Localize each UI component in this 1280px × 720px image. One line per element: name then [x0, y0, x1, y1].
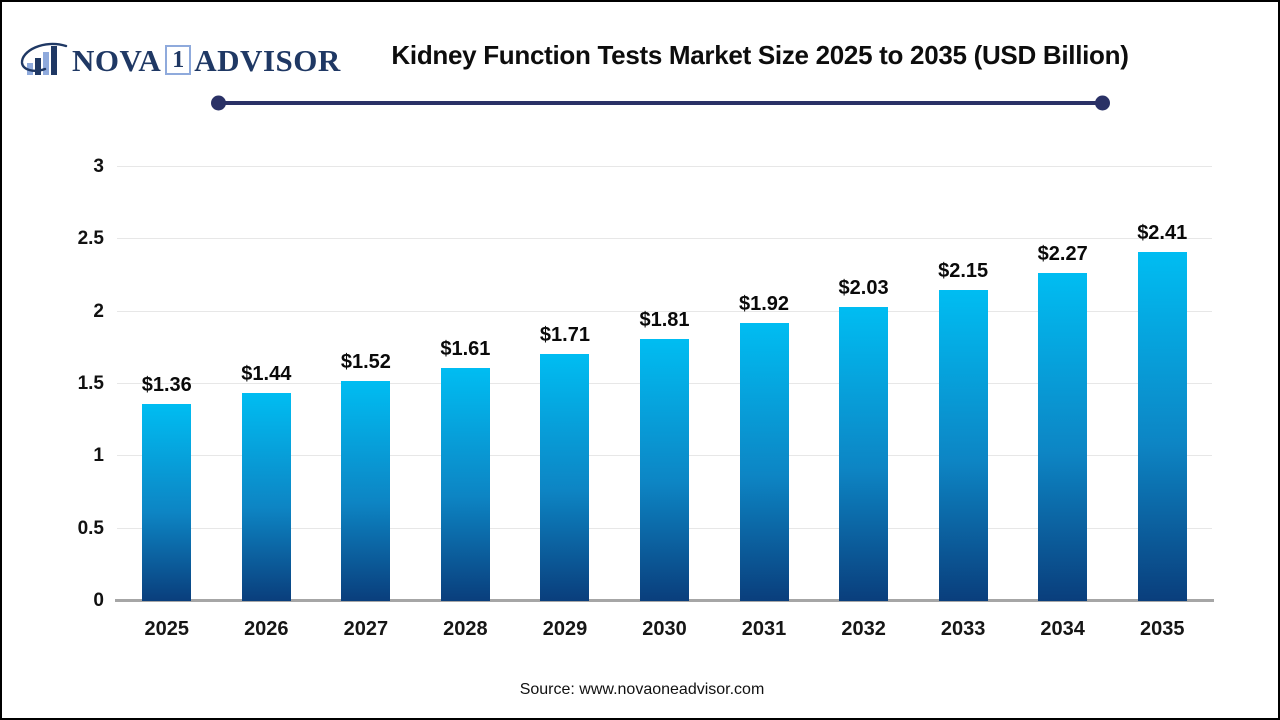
x-tick-label: 2033	[940, 618, 986, 640]
y-axis-labels: 0 0.5 1 1.5 2 2.5 3	[32, 157, 104, 611]
divider-right-dot	[1095, 95, 1110, 111]
bar-2034	[1038, 272, 1088, 601]
title-divider-line	[211, 95, 1110, 111]
bar-value-label: $2.41	[1137, 222, 1188, 245]
logo-text-advisor: ADVISOR	[194, 42, 341, 78]
bar-value-label: $2.03	[838, 277, 889, 300]
x-tick-label: 2035	[1139, 618, 1185, 640]
bar-value-label: $1.52	[340, 351, 391, 374]
bar-value-label: $1.92	[739, 293, 790, 316]
y-tick-label: 3	[93, 156, 104, 177]
y-tick-label: 0	[93, 590, 104, 611]
bar-value-label: $1.61	[440, 338, 491, 361]
bar-2033	[938, 289, 988, 601]
x-tick-label: 2025	[144, 618, 190, 640]
y-tick-label: 2	[93, 300, 104, 322]
chart-title: Kidney Function Tests Market Size 2025 t…	[391, 40, 1129, 70]
gridline	[117, 310, 1212, 312]
y-tick-label: 0.5	[77, 517, 104, 539]
x-tick-label: 2034	[1040, 618, 1085, 640]
bar-chart-swoosh-icon	[20, 42, 68, 75]
logo-text-nova: NOVA	[72, 42, 162, 78]
bar-2027	[341, 381, 391, 601]
bar-value-label: $2.27	[1037, 242, 1088, 265]
bar-value-label: $2.15	[938, 259, 989, 282]
bar-2030	[640, 339, 689, 601]
y-tick-label: 1.5	[77, 373, 104, 394]
bar-value-label: $1.71	[539, 323, 590, 346]
bar-2029	[540, 353, 590, 601]
y-tick-label: 1	[93, 445, 104, 467]
bar-2026	[241, 392, 291, 601]
bar-2032	[839, 307, 889, 601]
bar-value-label: $1.36	[141, 374, 192, 397]
x-tick-label: 2030	[642, 618, 687, 640]
bar-value-label: $1.44	[241, 362, 292, 385]
bar-2025	[142, 404, 192, 601]
bar-2031	[739, 323, 789, 601]
x-tick-label: 2029	[542, 618, 588, 640]
y-tick-label: 2.5	[77, 228, 104, 250]
nova-one-advisor-logo: NOVA 1 ADVISOR	[20, 36, 341, 84]
logo-one-badge: 1	[165, 45, 192, 75]
bar-2035	[1137, 252, 1187, 601]
source-note: Source: www.novaoneadvisor.com	[519, 681, 765, 698]
bar-value-label: $1.81	[639, 309, 690, 332]
x-tick-label: 2031	[741, 618, 787, 640]
x-tick-label: 2026	[244, 618, 289, 640]
x-tick-label: 2028	[443, 618, 488, 640]
bar-2028	[440, 368, 490, 601]
gridline	[117, 166, 1212, 167]
plot-area: $1.36 2025 $1.44 2026 $1.52 2027 $1.61 2028 $1.7…	[115, 166, 1214, 639]
x-tick-label: 2027	[343, 618, 389, 640]
divider-left-dot	[211, 95, 226, 111]
gridline	[117, 238, 1212, 240]
x-tick-label: 2032	[841, 618, 886, 640]
